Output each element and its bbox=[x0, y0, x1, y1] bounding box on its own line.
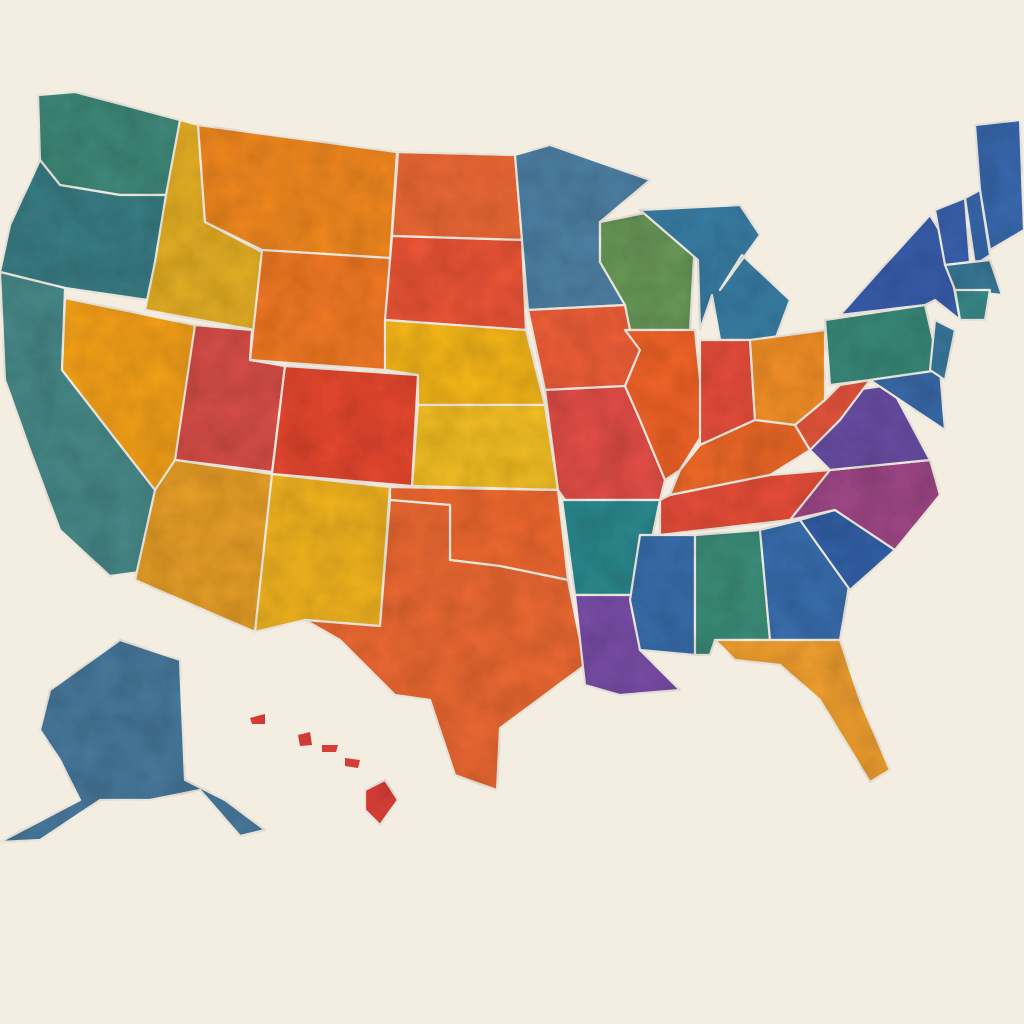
state-wy bbox=[248, 248, 392, 372]
state-il bbox=[623, 328, 707, 482]
state-ct bbox=[953, 288, 992, 322]
state-hi-island bbox=[345, 758, 360, 768]
state-tx bbox=[303, 498, 587, 792]
state-hi-island bbox=[298, 732, 312, 746]
state-hi bbox=[363, 778, 400, 827]
state-sd bbox=[383, 234, 528, 332]
state-fl bbox=[713, 638, 892, 784]
state-nh bbox=[963, 188, 992, 267]
state-nd bbox=[390, 150, 524, 242]
state-az bbox=[133, 458, 274, 634]
state-me bbox=[973, 118, 1024, 252]
state-al bbox=[693, 528, 772, 657]
state-md bbox=[868, 368, 947, 432]
state-nm bbox=[253, 472, 392, 634]
state-ia bbox=[526, 303, 642, 392]
state-ak bbox=[0, 638, 267, 844]
state-ks bbox=[410, 403, 560, 492]
state-hi-island bbox=[322, 745, 338, 752]
state-co bbox=[270, 364, 420, 488]
state-mi bbox=[638, 203, 792, 342]
state-ms bbox=[628, 533, 697, 657]
state-ma bbox=[943, 258, 1004, 297]
state-ga bbox=[758, 518, 852, 642]
state-hi-island bbox=[250, 714, 265, 724]
state-nj bbox=[928, 318, 957, 382]
